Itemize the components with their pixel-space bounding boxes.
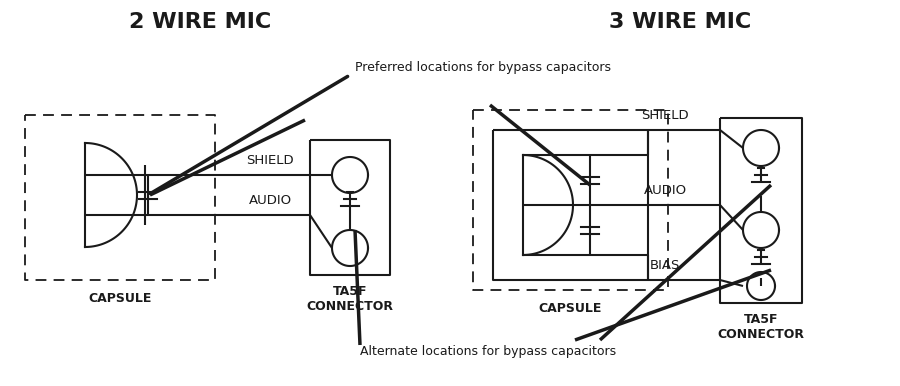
- Text: Preferred locations for bypass capacitors: Preferred locations for bypass capacitor…: [355, 61, 611, 74]
- Text: AUDIO: AUDIO: [248, 194, 292, 207]
- Text: Alternate locations for bypass capacitors: Alternate locations for bypass capacitor…: [360, 345, 616, 359]
- Text: TA5F
CONNECTOR: TA5F CONNECTOR: [307, 285, 393, 313]
- Text: BIAS: BIAS: [650, 259, 680, 272]
- Text: SHIELD: SHIELD: [247, 154, 293, 167]
- Text: CAPSULE: CAPSULE: [88, 292, 152, 305]
- Text: TA5F
CONNECTOR: TA5F CONNECTOR: [717, 313, 805, 341]
- Text: CAPSULE: CAPSULE: [539, 302, 602, 315]
- Text: AUDIO: AUDIO: [644, 184, 687, 197]
- Text: 3 WIRE MIC: 3 WIRE MIC: [609, 12, 752, 32]
- Text: SHIELD: SHIELD: [641, 109, 688, 122]
- Text: 2 WIRE MIC: 2 WIRE MIC: [129, 12, 271, 32]
